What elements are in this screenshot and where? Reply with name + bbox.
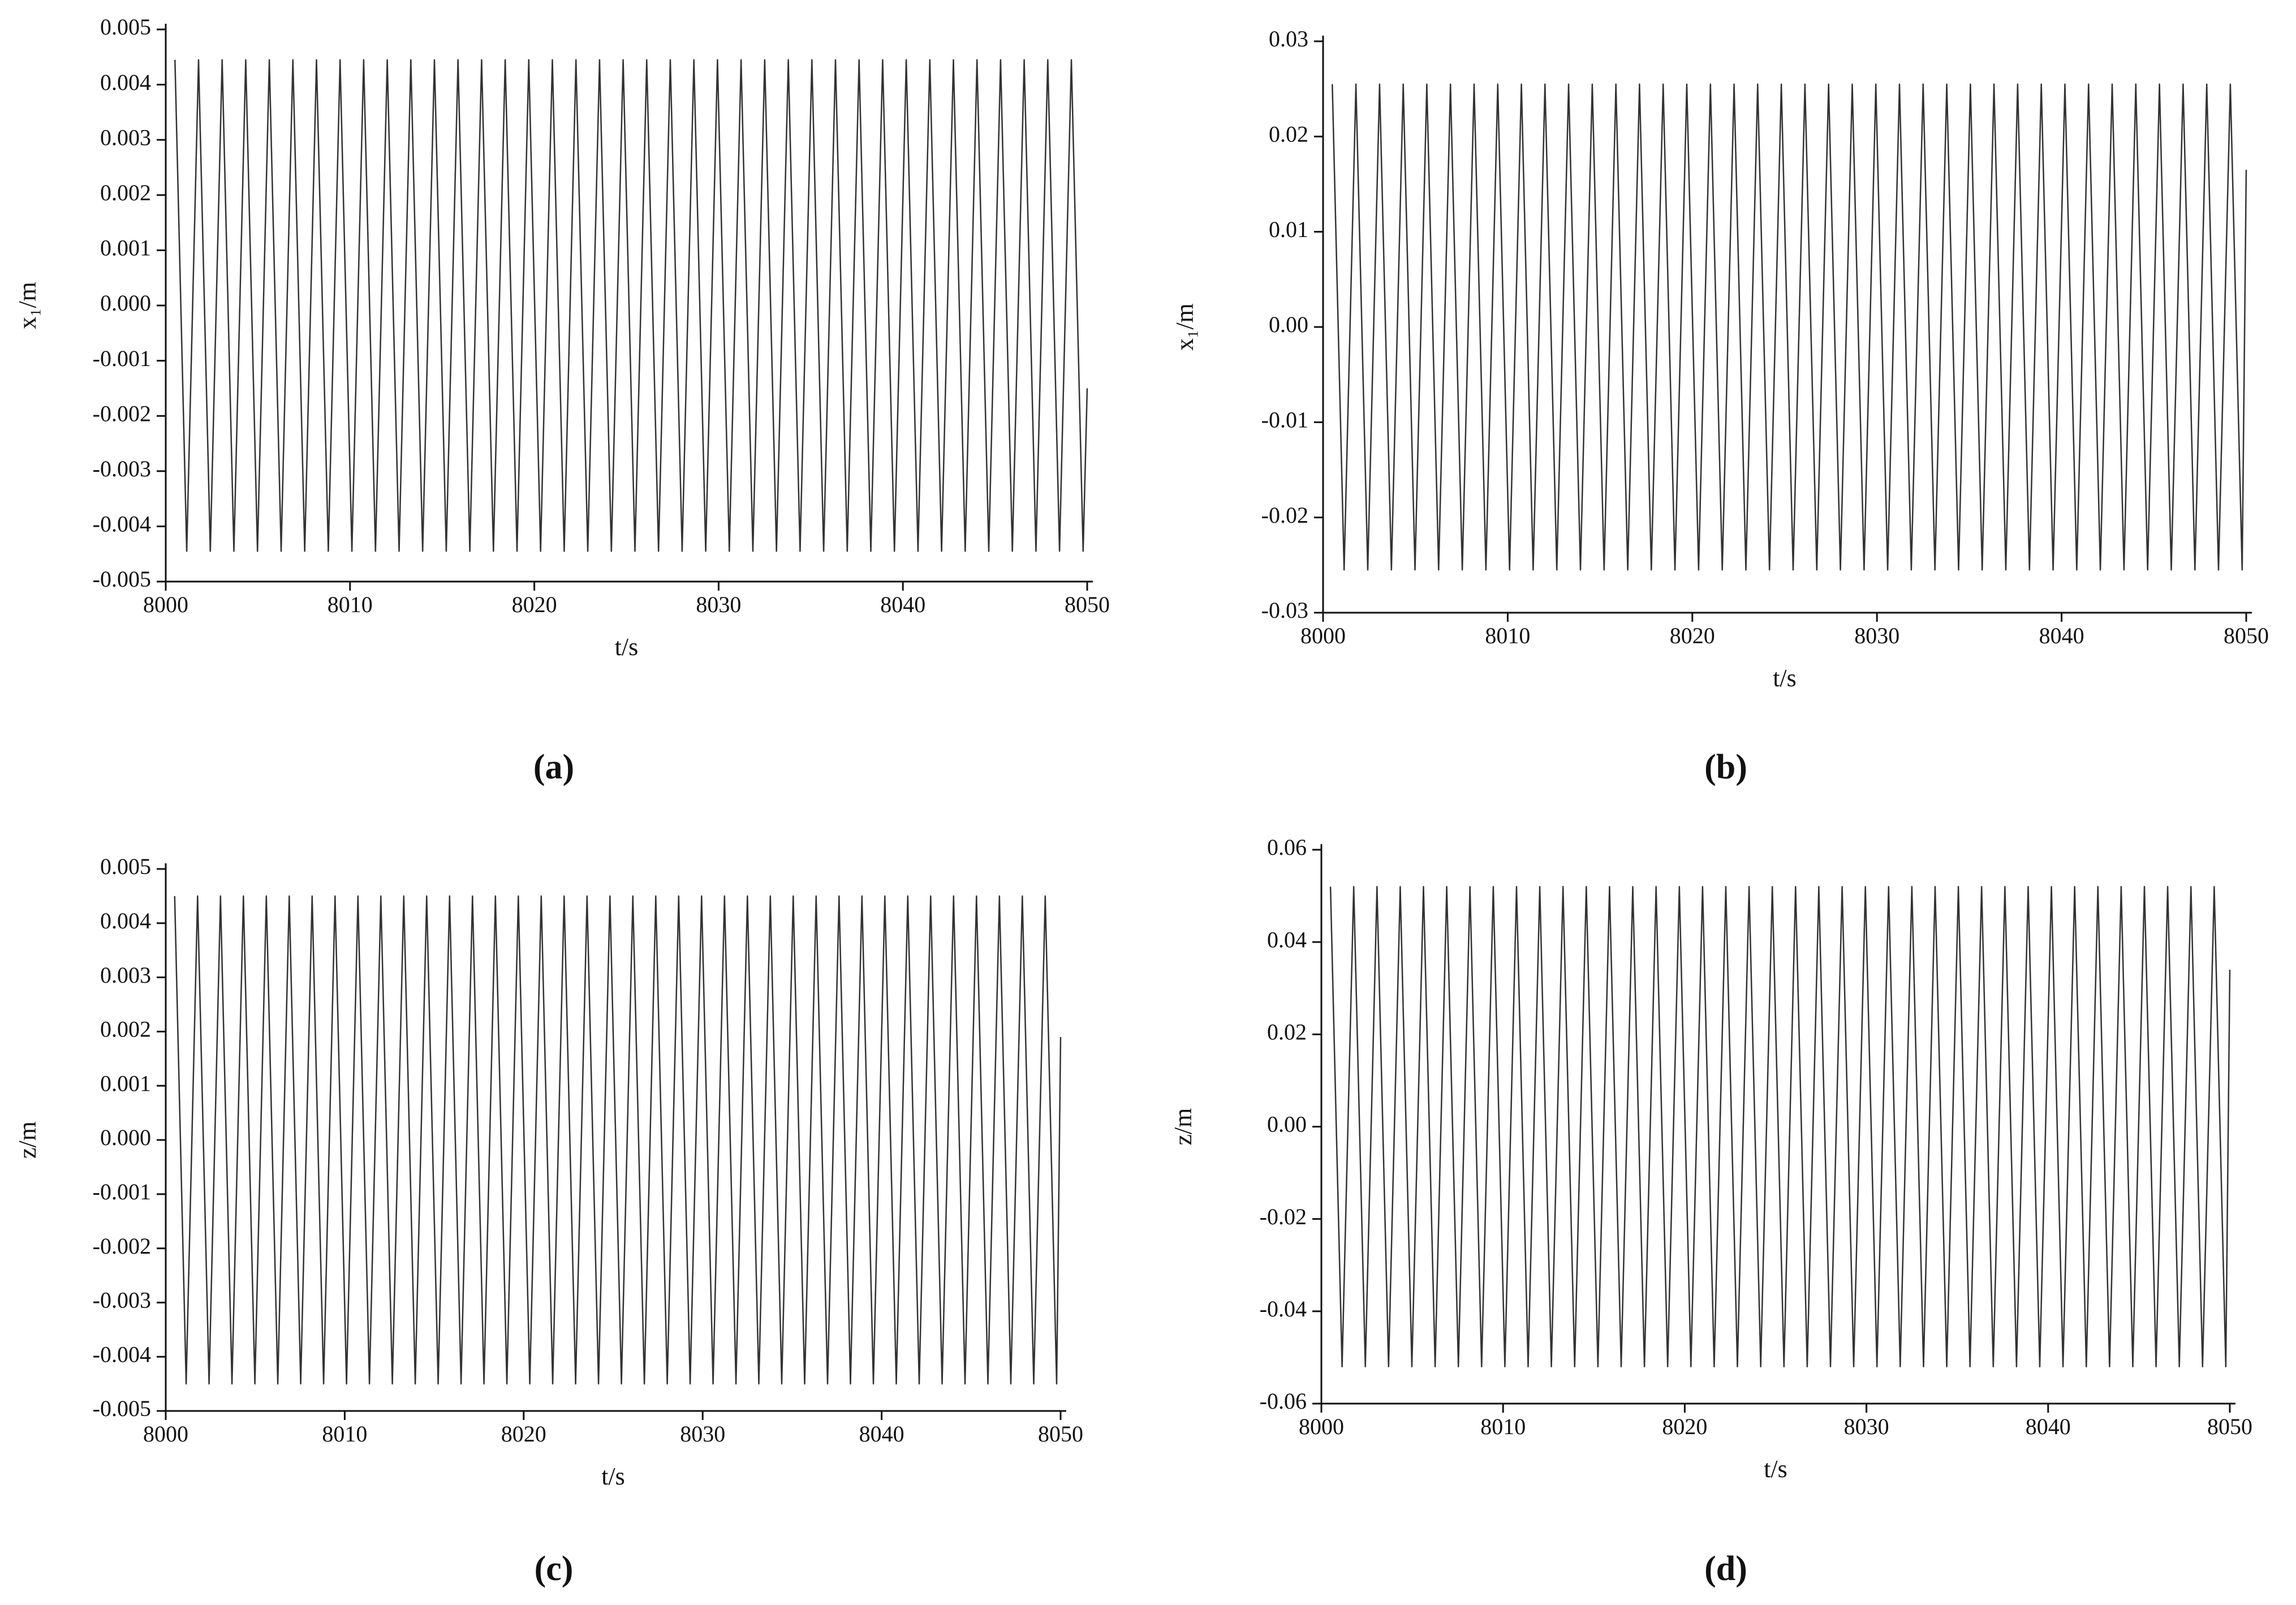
x-axis-label: t/s	[615, 633, 639, 661]
y-tick-label: -0.02	[1261, 502, 1308, 528]
x-tick-label: 8000	[143, 592, 188, 617]
y-tick-label: -0.004	[93, 1341, 151, 1367]
x-tick-label: 8000	[1299, 1414, 1344, 1439]
x-tick-label: 8050	[2224, 623, 2269, 648]
y-tick-label: -0.03	[1261, 597, 1308, 623]
y-tick-label: 0.003	[100, 124, 151, 150]
data-line	[1332, 83, 2247, 571]
x-tick-label: 8040	[859, 1421, 904, 1447]
y-tick-label: 0.002	[100, 180, 151, 205]
x-tick-label: 8030	[680, 1421, 725, 1447]
y-tick-label: 0.004	[100, 908, 151, 933]
x-tick-label: 8050	[1038, 1421, 1083, 1447]
x-tick-label: 8050	[1065, 592, 1110, 617]
y-tick-label: 0.03	[1269, 26, 1308, 51]
y-tick-label: -0.005	[93, 566, 151, 592]
y-tick-label: -0.003	[93, 456, 151, 481]
y-tick-label: -0.002	[93, 401, 151, 426]
y-tick-label: -0.001	[93, 346, 151, 371]
x-tick-label: 8030	[696, 592, 741, 617]
y-tick-label: 0.001	[100, 235, 151, 261]
x-tick-label: 8010	[1485, 623, 1530, 648]
y-tick-label: 0.004	[100, 70, 151, 95]
y-tick-label: -0.04	[1260, 1296, 1307, 1322]
y-axis-label: x₁/m	[14, 282, 41, 329]
y-tick-label: 0.003	[100, 962, 151, 988]
x-axis-label: t/s	[1764, 1455, 1787, 1483]
x-tick-label: 8030	[1844, 1414, 1889, 1439]
y-tick-label: -0.01	[1261, 407, 1308, 433]
x-tick-label: 8050	[2207, 1414, 2252, 1439]
y-axis-label: x₁/m	[1171, 303, 1199, 351]
x-tick-label: 8040	[880, 592, 925, 617]
x-tick-label: 8000	[143, 1421, 188, 1447]
y-tick-label: 0.000	[100, 290, 151, 316]
x-tick-label: 8020	[1662, 1414, 1707, 1439]
x-tick-label: 8020	[512, 592, 557, 617]
x-tick-label: 8030	[1854, 623, 1899, 648]
y-tick-label: 0.00	[1269, 312, 1308, 337]
y-tick-label: 0.06	[1267, 834, 1307, 860]
data-line	[174, 59, 1088, 552]
x-tick-label: 8000	[1300, 623, 1346, 648]
y-tick-label: 0.00	[1267, 1112, 1307, 1137]
x-tick-label: 8020	[501, 1421, 546, 1447]
y-axis-label: z/m	[14, 1121, 41, 1159]
panel-caption: (c)	[535, 1550, 574, 1588]
y-tick-label: -0.005	[93, 1396, 151, 1421]
y-tick-label: -0.02	[1260, 1204, 1307, 1229]
data-line	[1329, 886, 2231, 1367]
y-tick-label: 0.000	[100, 1125, 151, 1150]
y-tick-label: 0.01	[1269, 217, 1308, 242]
y-tick-label: 0.002	[100, 1017, 151, 1042]
x-tick-label: 8020	[1670, 623, 1715, 648]
x-axis-label: t/s	[601, 1462, 625, 1490]
y-tick-label: -0.06	[1260, 1388, 1307, 1414]
y-tick-label: -0.001	[93, 1179, 151, 1204]
y-tick-label: 0.005	[100, 14, 151, 40]
y-tick-label: 0.02	[1267, 1019, 1307, 1045]
y-tick-label: 0.02	[1269, 122, 1308, 147]
y-tick-label: -0.004	[93, 511, 151, 537]
data-line	[174, 895, 1062, 1385]
y-axis-label: z/m	[1169, 1108, 1197, 1146]
y-tick-label: -0.002	[93, 1233, 151, 1259]
x-tick-label: 8010	[1480, 1414, 1526, 1439]
x-tick-label: 8040	[2026, 1414, 2071, 1439]
x-tick-label: 8040	[2039, 623, 2084, 648]
y-tick-label: 0.04	[1267, 927, 1307, 952]
x-tick-label: 8010	[328, 592, 373, 617]
y-tick-label: 0.001	[100, 1070, 151, 1096]
y-tick-label: -0.003	[93, 1288, 151, 1313]
x-tick-label: 8010	[322, 1421, 367, 1447]
panel-caption: (d)	[1704, 1550, 1747, 1588]
y-tick-label: 0.005	[100, 854, 151, 879]
panel-caption: (b)	[1704, 748, 1747, 786]
x-axis-label: t/s	[1773, 664, 1797, 692]
panel-caption: (a)	[533, 748, 574, 786]
